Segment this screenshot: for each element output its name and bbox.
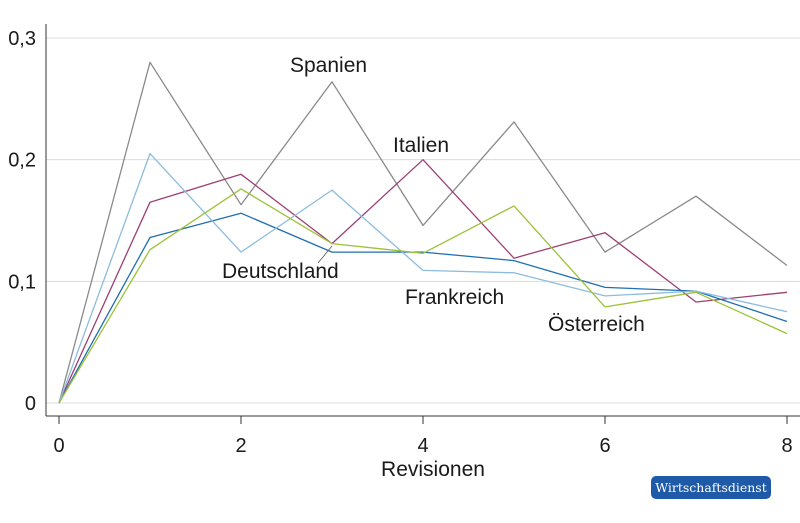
source-badge: Wirtschaftsdienst: [651, 476, 771, 499]
y-tick-label: 0,2: [8, 150, 36, 172]
x-tick-label: 8: [781, 435, 792, 457]
axes: [45, 24, 800, 417]
label-leader-line: [317, 245, 333, 264]
series-label: Deutschland: [222, 260, 339, 283]
gridlines: [46, 37, 800, 404]
x-tick-label: 2: [235, 435, 246, 457]
series-label: Spanien: [290, 54, 367, 77]
x-axis-title: Revisionen: [381, 458, 485, 481]
y-tick-labels: 0 0,1 0,2 0,3: [8, 28, 36, 415]
series-label: Frankreich: [405, 286, 504, 309]
series-line-spanien: [58, 61, 788, 404]
series-labels: Spanien Italien Deutschland Frankreich Öster…: [222, 54, 645, 336]
series-lines: [58, 61, 788, 404]
x-tick-label: 0: [53, 435, 64, 457]
x-tick-label: 6: [599, 435, 610, 457]
x-tick-labels: 0 2 4 6 8: [53, 416, 793, 457]
series-label: Italien: [393, 134, 449, 157]
series-line-sterreich: [58, 188, 788, 404]
series-line-italien: [58, 159, 788, 404]
y-tick-label: 0: [25, 393, 36, 415]
y-tick-label: 0,1: [8, 271, 36, 293]
series-label: Österreich: [548, 313, 645, 336]
series-line-frankreich: [58, 152, 788, 404]
x-tick-label: 4: [417, 435, 428, 457]
y-tick-label: 0,3: [8, 28, 36, 50]
